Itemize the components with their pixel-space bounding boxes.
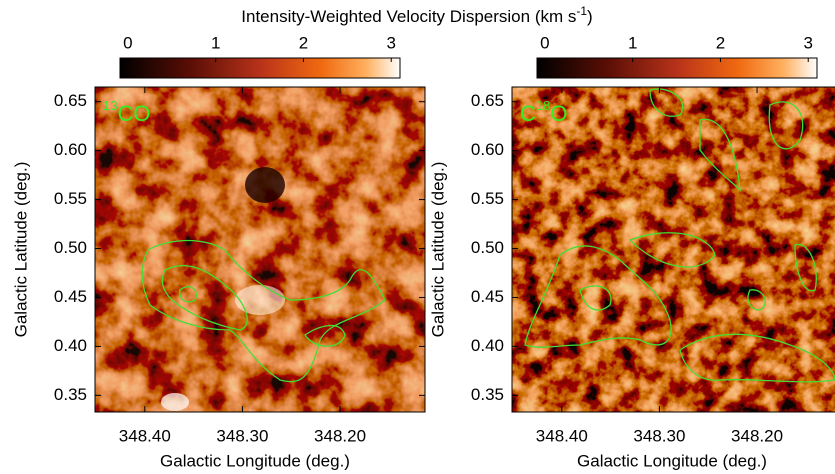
- x-tick-label: 348.20: [731, 426, 783, 445]
- colorbar-tick-label: 3: [803, 33, 812, 52]
- y-tick-label: 0.35: [54, 385, 87, 404]
- y-tick-label: 0.60: [54, 140, 87, 159]
- colorbar-tick-label: 2: [299, 33, 308, 52]
- text-part: ): [587, 7, 593, 26]
- panel-label: 13CO: [103, 98, 150, 125]
- y-tick-label: 0.55: [471, 189, 504, 208]
- panel-label: C18O: [520, 98, 567, 125]
- x-tick-label: 348.40: [119, 426, 171, 445]
- y-axis-title: Galactic Latitude (deg.): [428, 162, 447, 338]
- sup: -1: [576, 4, 587, 18]
- sup: 13: [103, 98, 117, 113]
- x-tick-label: 348.30: [216, 426, 268, 445]
- colorbar-tick-label: 0: [540, 33, 549, 52]
- map-image: [512, 87, 835, 412]
- y-tick-label: 0.60: [471, 140, 504, 159]
- text-part: CO: [117, 101, 150, 126]
- colorbar-tick-label: 1: [211, 33, 220, 52]
- x-axis-title: Galactic Longitude (deg.): [577, 451, 767, 470]
- y-tick-label: 0.40: [54, 336, 87, 355]
- x-tick-label: 348.20: [314, 426, 366, 445]
- x-tick-label: 348.40: [536, 426, 588, 445]
- colorbar-tick-label: 0: [123, 33, 132, 52]
- sup: 18: [536, 98, 550, 113]
- plot-frame: [511, 86, 835, 413]
- x-axis-title: Galactic Longitude (deg.): [160, 451, 350, 470]
- y-tick-label: 0.50: [471, 238, 504, 257]
- y-tick-label: 0.65: [471, 91, 504, 110]
- map-image: [95, 87, 425, 412]
- y-tick-label: 0.35: [471, 385, 504, 404]
- colorbar-tick-label: 1: [628, 33, 637, 52]
- colorbar-tick-label: 2: [716, 33, 725, 52]
- y-axis-title: Galactic Latitude (deg.): [11, 162, 30, 338]
- text-part: O: [550, 101, 567, 126]
- y-tick-label: 0.45: [54, 287, 87, 306]
- colorbar-tick-label: 3: [386, 33, 395, 52]
- colorbar: [536, 57, 818, 79]
- y-tick-label: 0.55: [54, 189, 87, 208]
- contours: [524, 88, 835, 383]
- y-tick-label: 0.45: [471, 287, 504, 306]
- colorbar-title: Intensity-Weighted Velocity Dispersion (…: [241, 4, 592, 26]
- text-part: Intensity-Weighted Velocity Dispersion (…: [241, 7, 576, 26]
- y-tick-label: 0.65: [54, 91, 87, 110]
- colorbar: [119, 57, 401, 79]
- y-tick-label: 0.50: [54, 238, 87, 257]
- text-part: C: [520, 101, 536, 126]
- y-tick-label: 0.40: [471, 336, 504, 355]
- contours: [141, 239, 386, 383]
- plot-frame: [94, 86, 426, 413]
- x-tick-label: 348.30: [633, 426, 685, 445]
